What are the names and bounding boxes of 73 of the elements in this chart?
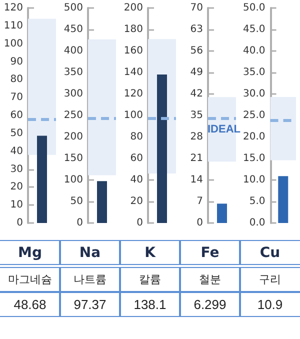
text: 97.37	[74, 297, 106, 312]
y-tick-label: 350	[64, 67, 83, 78]
y-tick-label: 60	[130, 153, 143, 164]
y-tick-label: 0	[136, 218, 143, 228]
y-tick-label: 28	[190, 132, 203, 142]
y-tick-label: 50.0	[243, 2, 266, 14]
x-tick-label: Cu	[239, 240, 300, 265]
band-label: IDEAL	[208, 123, 241, 136]
y-tick-label: 40	[10, 146, 23, 157]
y-tick-label: 140	[124, 67, 143, 78]
x-axis-title: 철분	[179, 267, 241, 292]
y-tick-label: 30	[10, 164, 23, 175]
y-tick-label: 500	[64, 2, 83, 14]
y-tick-label: 7	[196, 196, 203, 207]
y-tick-label: 120	[124, 88, 143, 100]
text: 138.1	[134, 297, 166, 312]
x-axis-title: 칼륨	[119, 267, 181, 292]
y-tick-label: 100	[64, 174, 83, 186]
x-tick-label: Mg	[0, 240, 61, 265]
y-tick-label: 150	[64, 153, 83, 164]
x-tick-label: K	[119, 240, 181, 265]
y-tick-label: 50	[70, 196, 83, 207]
y-tick-label: 100	[4, 38, 23, 50]
text: 6.299	[194, 297, 226, 312]
y-tick-label: 40.0	[243, 46, 266, 56]
y-tick-label: 70	[190, 2, 203, 14]
x-tick-label: Fe	[179, 240, 241, 265]
y-tick-label: 0	[76, 218, 83, 228]
y-tick-label: 14	[190, 174, 203, 186]
y-tick-label: 20.0	[243, 132, 266, 142]
x-axis-title: 마그네슘	[0, 267, 61, 292]
y-tick-label: 40	[130, 174, 143, 186]
y-tick-label: 42	[190, 88, 203, 100]
y-tick-label: 49	[190, 67, 203, 78]
y-tick-label: 50	[10, 128, 23, 139]
y-tick-label: 200	[124, 2, 143, 14]
y-tick-label: 200	[64, 132, 83, 142]
x-tick-label: Na	[59, 240, 121, 265]
y-tick-label: 90	[10, 56, 23, 68]
y-tick-label: 30.0	[243, 88, 266, 100]
y-tick-label: 5.0	[249, 196, 266, 207]
y-tick-label: 60	[10, 110, 23, 121]
y-tick-label: 110	[4, 20, 23, 32]
y-tick-label: 250	[64, 110, 83, 121]
y-tick-label: 120	[4, 2, 23, 14]
y-tick-label: 0	[196, 218, 203, 228]
y-tick-label: 20	[130, 196, 143, 207]
y-tick-label: 300	[64, 88, 83, 100]
y-tick-label: 180	[124, 24, 143, 35]
y-tick-label: 80	[10, 74, 23, 86]
y-tick-label: 0	[16, 218, 23, 228]
y-tick-label: 25.0	[243, 110, 266, 121]
x-axis-title: 구리	[239, 267, 300, 292]
y-tick-label: 35.0	[243, 67, 266, 78]
y-tick-label: 0.0	[249, 218, 266, 228]
y-tick-label: 63	[190, 24, 203, 35]
y-tick-label: 160	[124, 46, 143, 56]
y-tick-label: 20	[10, 182, 23, 193]
text: 48.68	[14, 297, 46, 312]
y-tick-label: 35	[190, 110, 203, 121]
text: 10.9	[257, 297, 283, 312]
y-tick-label: 70	[10, 92, 23, 104]
y-tick-label: 450	[64, 24, 83, 35]
x-axis-title: 나트륨	[59, 267, 121, 292]
y-tick-label: 45.0	[243, 24, 266, 35]
y-tick-label: 400	[64, 46, 83, 56]
y-tick-label: 56	[190, 46, 203, 56]
y-tick-label: 100	[124, 110, 143, 121]
y-tick-label: 10	[10, 200, 23, 211]
y-tick-label: 80	[130, 132, 143, 142]
y-tick-label: 10.0	[243, 174, 266, 186]
y-tick-label: 21	[190, 153, 203, 164]
y-tick-label: 15.0	[243, 153, 266, 164]
